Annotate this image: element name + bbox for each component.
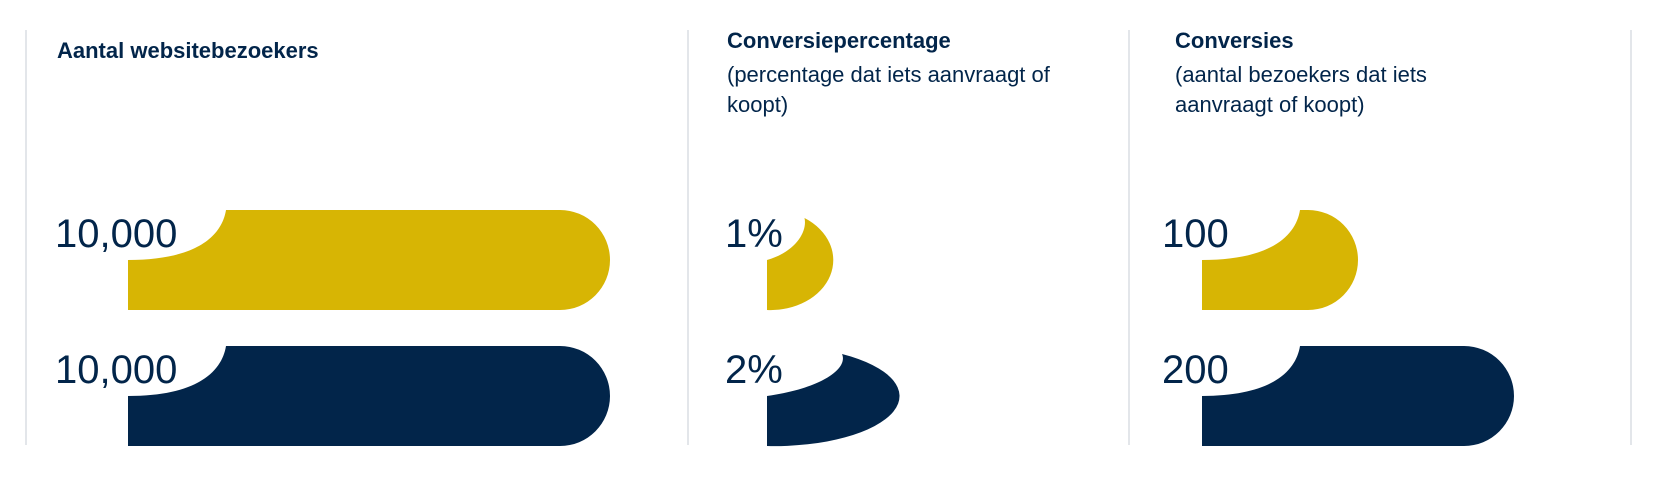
divider-right [1630,30,1632,445]
divider-1 [687,30,689,445]
bar-chart-conversion-rate: 1% 2% [725,212,900,447]
bar-conversions-2 [1202,346,1514,446]
value-label-conversion-rate-2: 2% [725,348,783,392]
bar-chart-visitors: 10,000 10,000 [55,210,610,446]
value-label-conversion-rate-1: 1% [725,212,783,256]
value-label-conversions-1: 100 [1162,212,1229,256]
bar-conversions-1 [1202,210,1358,310]
panel-conversions: Conversies (aantal bezoekers dat iets aa… [1128,0,1630,495]
divider-2 [1128,30,1130,445]
divider-left [25,30,27,445]
value-label-visitors-1: 10,000 [55,212,177,256]
bar-conversion-rate-1 [767,218,834,311]
bar-visitors-1 [128,210,610,310]
chart-subtitle: (percentage dat iets aanvraagt of koopt) [727,62,1050,117]
panel-website-visitors: Aantal websitebezoekers 10,000 10,000 [0,0,687,495]
value-label-visitors-2: 10,000 [55,348,177,392]
chart-title: Conversies [1175,28,1294,53]
panel-conversion-rate: Conversiepercentage (percentage dat iets… [687,0,1128,495]
value-label-conversions-2: 200 [1162,348,1229,392]
bar-conversion-rate-2 [767,354,900,447]
bar-chart-conversions: 100 200 [1162,210,1514,446]
chart-title: Aantal websitebezoekers [57,38,319,63]
bar-visitors-2 [128,346,610,446]
chart-subtitle: (aantal bezoekers dat iets aanvraagt of … [1175,62,1427,117]
chart-title: Conversiepercentage [727,28,951,53]
